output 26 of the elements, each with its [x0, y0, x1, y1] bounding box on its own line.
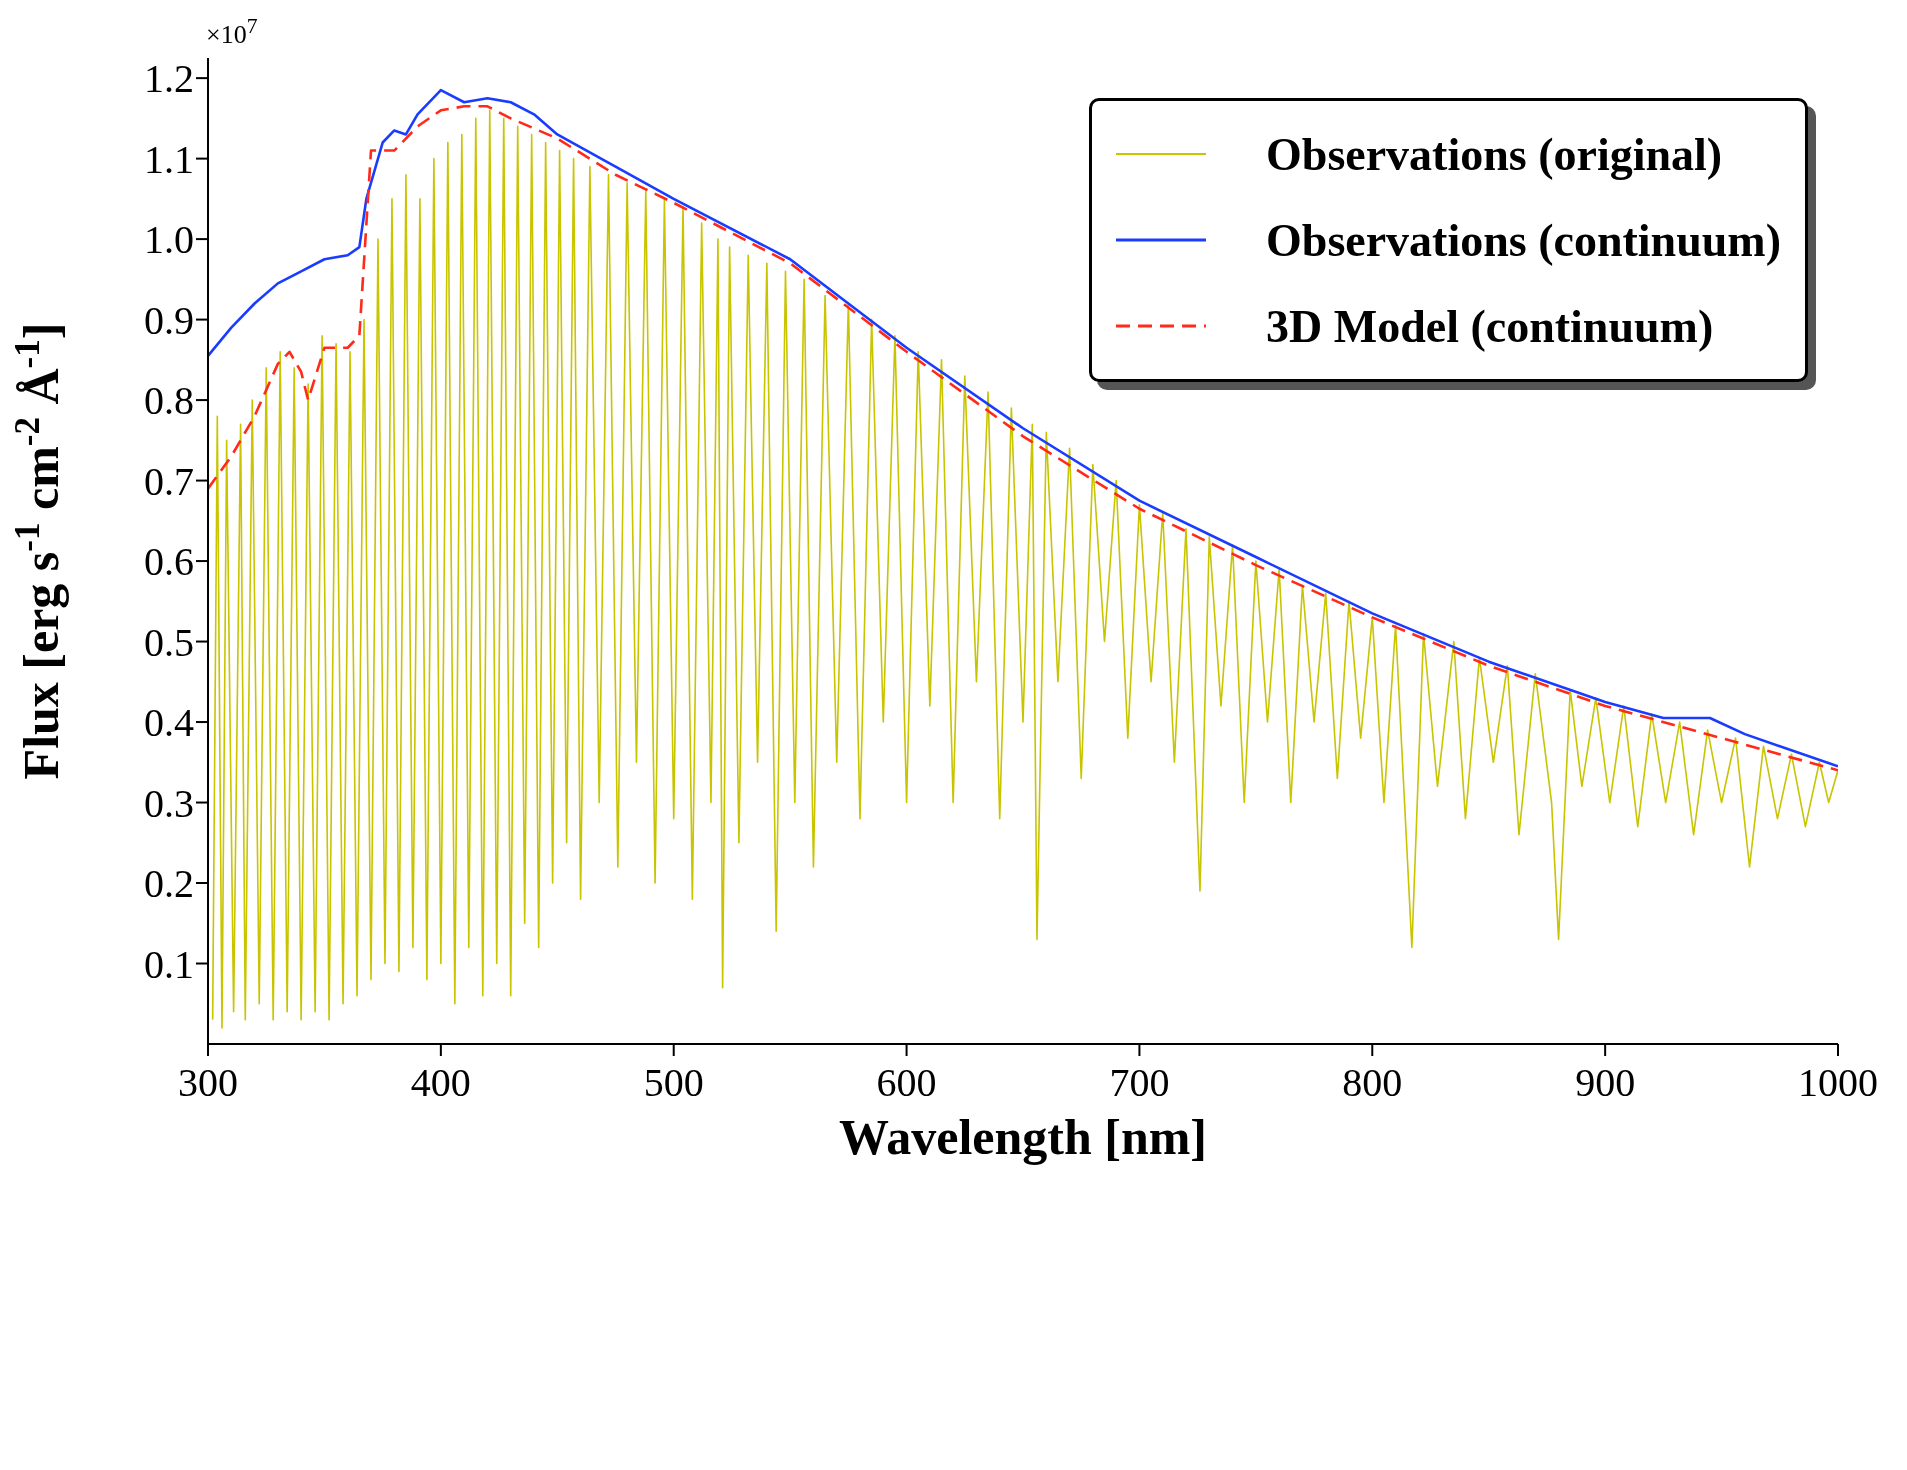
- y-tick-label: 1.0: [144, 217, 194, 263]
- x-tick-label: 500: [643, 1060, 704, 1106]
- y-tick-label: 0.8: [144, 378, 194, 424]
- x-tick-label: 1000: [1798, 1060, 1878, 1106]
- line-series: [211, 109, 1838, 1029]
- y-tick-label: 0.6: [144, 539, 194, 585]
- y-tick-label: 0.2: [144, 861, 194, 907]
- y-tick-label: 0.9: [144, 297, 194, 343]
- x-tick-label: 800: [1342, 1060, 1403, 1106]
- x-tick-label: 900: [1575, 1060, 1636, 1106]
- legend-label: Observations (original): [1266, 127, 1723, 181]
- x-tick-label: 700: [1109, 1060, 1170, 1106]
- legend-label: 3D Model (continuum): [1266, 299, 1714, 353]
- y-tick-label: 1.2: [144, 56, 194, 102]
- x-tick-label: 300: [178, 1060, 238, 1106]
- x-tick-label: 400: [410, 1060, 471, 1106]
- text: ×10$^{7}$: [206, 14, 258, 50]
- y-tick-label: 0.4: [144, 700, 194, 746]
- x-tick-label: 600: [876, 1060, 937, 1106]
- y-tick-label: 1.1: [144, 136, 194, 182]
- y-tick-label: 0.1: [144, 941, 194, 987]
- y-tick-label: 0.7: [144, 458, 194, 504]
- x-axis-title: Wavelength [nm]: [838, 1109, 1208, 1165]
- legend-label: Observations (continuum): [1266, 213, 1781, 267]
- y-tick-label: 0.5: [144, 619, 194, 665]
- y-tick-label: 0.3: [144, 780, 194, 826]
